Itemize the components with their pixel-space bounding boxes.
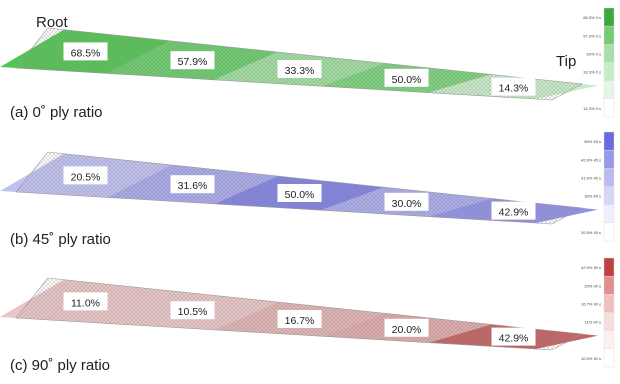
legend-swatch xyxy=(603,131,615,151)
ratio-box xyxy=(491,77,536,96)
ratio-box xyxy=(63,166,108,185)
legend-swatch xyxy=(603,204,615,224)
blade-outline xyxy=(15,151,584,225)
blade-outline xyxy=(15,27,584,101)
legend-label: 16.7% 90 s xyxy=(581,301,601,306)
legend-label: 20.5% 45 s xyxy=(581,230,601,235)
legend-label: 42.9% 90 s xyxy=(581,265,601,270)
legend-swatch xyxy=(603,25,615,45)
blade-panel-0: 68.5% 57.9% 33.3% 50.0% 14.3% 68.5% 0 s 57.9% … xyxy=(0,7,615,118)
caption-90-deg: (c) 90˚ ply ratio xyxy=(10,357,111,374)
ratio-value: 31.6% xyxy=(178,180,208,192)
legend-label: 14.3% 0 s xyxy=(583,106,601,111)
ratio-box xyxy=(277,310,322,328)
legend-bar-0: 68.5% 0 s 57.9% 0 s 50% 0 s 33.3% 0 s 14.3% … xyxy=(583,7,615,118)
legend-label: 42.9% 45 s xyxy=(581,157,601,162)
ratio-value: 50.0% xyxy=(392,74,422,86)
ratio-box xyxy=(277,60,322,78)
ratio-value: 11.0% xyxy=(71,297,100,309)
ratio-value: 10.5% xyxy=(178,306,208,318)
caption-45-deg: (b) 45˚ ply ratio xyxy=(10,231,111,248)
ratio-box xyxy=(63,292,108,311)
legend-label: 50% 45 s xyxy=(584,139,601,144)
ratio-value: 20.0% xyxy=(392,324,422,336)
ratio-value: 14.3% xyxy=(499,83,529,95)
ratio-value: 42.9% xyxy=(499,333,529,345)
legend-bar-2: 42.9% 90 s 20% 90 s 16.7% 90 s 11% 90 s 10.5… xyxy=(581,257,615,368)
ratio-box xyxy=(170,175,215,194)
ratio-value: 16.7% xyxy=(285,315,315,327)
blade-panel-2: 11.0% 10.5% 16.7% 20.0% 42.9% 42.9% 90 s 20% 9… xyxy=(0,257,615,368)
legend-label: 57.9% 0 s xyxy=(583,33,601,38)
ratio-value: 57.9% xyxy=(178,56,208,68)
legend-swatch xyxy=(603,275,615,295)
ratio-value: 30.0% xyxy=(392,198,422,210)
legend-label: 68.5% 0 s xyxy=(583,15,601,20)
ratio-box xyxy=(384,318,429,337)
caption-0-deg: (a) 0˚ ply ratio xyxy=(10,104,103,121)
blade-outline xyxy=(15,277,584,351)
ratio-value: 68.5% xyxy=(71,47,101,59)
ratio-value: 42.9% xyxy=(499,207,529,219)
legend-swatch xyxy=(603,257,615,277)
legend-swatch xyxy=(603,348,615,368)
legend-swatch xyxy=(603,222,615,242)
legend-swatch xyxy=(603,80,615,100)
legend-label: 20% 90 s xyxy=(584,283,601,288)
legend-label: 30% 45 s xyxy=(584,194,601,199)
ratio-box xyxy=(277,184,322,202)
ratio-box xyxy=(491,201,536,220)
legend-label: 31.6% 45 s xyxy=(581,175,601,180)
ratio-box xyxy=(384,192,429,211)
blade-panel-1: 20.5% 31.6% 50.0% 30.0% 42.9% 50% 45 s 42.9% 4… xyxy=(0,131,615,242)
legend-label: 11% 90 s xyxy=(585,320,601,325)
legend-bar-1: 50% 45 s 42.9% 45 s 31.6% 45 s 30% 45 s 20.5… xyxy=(581,131,615,242)
tip-label: Tip xyxy=(556,53,577,70)
legend-label: 10.5% 90 s xyxy=(581,356,601,361)
legend-label: 33.3% 0 s xyxy=(583,70,601,75)
legend-swatch xyxy=(603,312,615,331)
legend-swatch xyxy=(603,186,615,205)
legend-swatch xyxy=(603,330,615,350)
legend-swatch xyxy=(603,44,615,63)
ratio-box xyxy=(491,327,536,346)
legend-label: 50% 0 s xyxy=(587,51,601,56)
ratio-box xyxy=(170,301,215,320)
ratio-box xyxy=(63,42,108,61)
legend-swatch xyxy=(603,62,615,81)
ratio-box xyxy=(170,51,215,70)
legend-swatch xyxy=(603,149,615,169)
legend-swatch xyxy=(603,98,615,118)
ratio-box xyxy=(384,68,429,87)
legend-swatch xyxy=(603,168,615,187)
ratio-value: 33.3% xyxy=(285,65,315,77)
legend-swatch xyxy=(603,7,615,27)
ratio-value: 20.5% xyxy=(71,171,101,183)
ratio-value: 50.0% xyxy=(285,189,315,201)
root-label: Root xyxy=(36,14,68,31)
legend-swatch xyxy=(603,294,615,313)
